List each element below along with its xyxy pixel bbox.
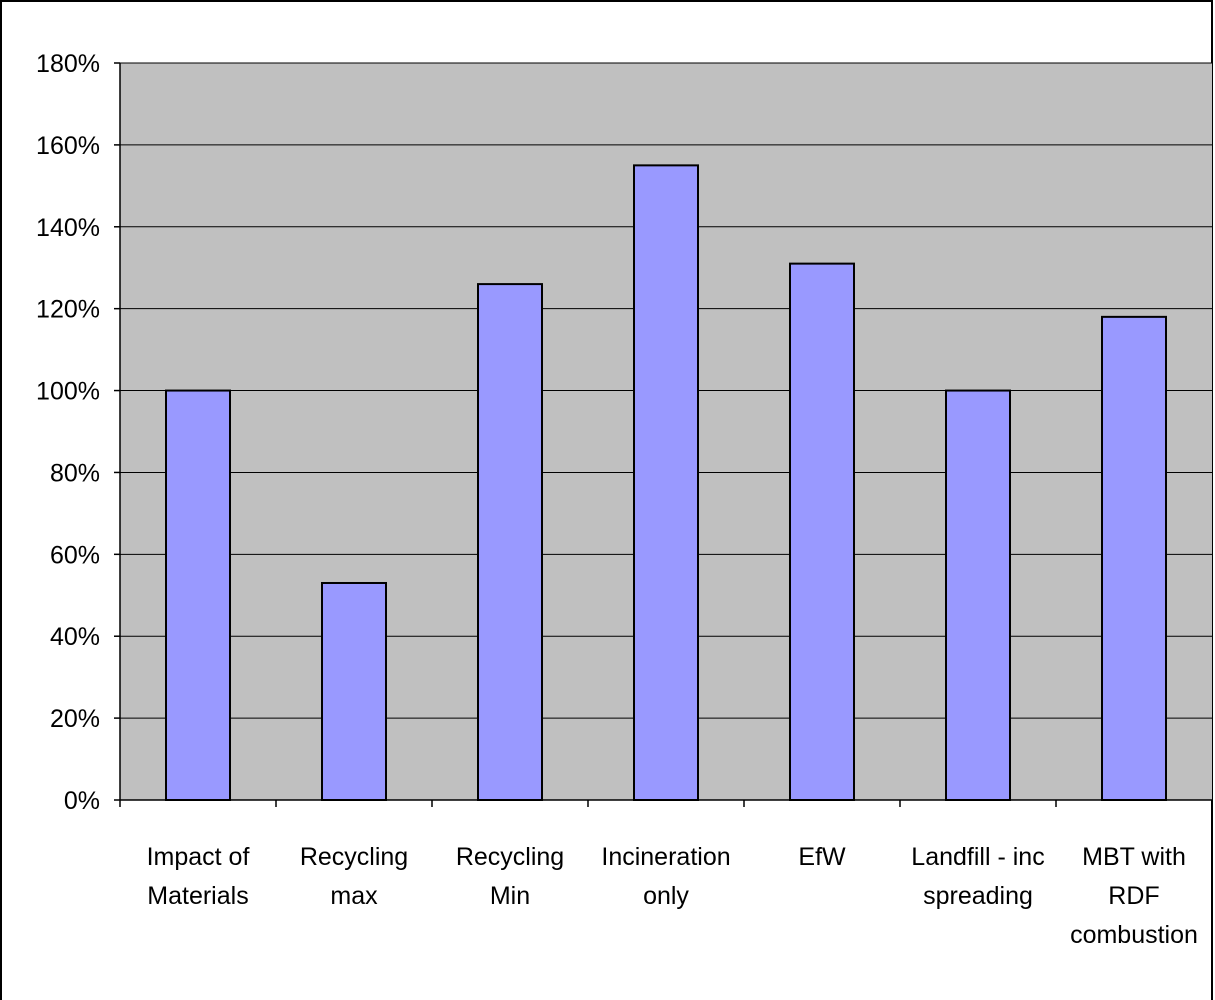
x-category-label: Landfill - inc spreading — [911, 843, 1044, 910]
bar — [165, 389, 231, 801]
x-category-label: Impact of Materials — [147, 843, 250, 910]
x-category-label: MBT with RDF combustion — [1070, 843, 1198, 949]
bars — [165, 164, 1167, 802]
y-tick-label: 0% — [64, 787, 100, 815]
y-tick-label: 100% — [36, 378, 100, 406]
bar — [789, 262, 855, 801]
bar — [633, 164, 699, 802]
x-category-label: Incineration only — [601, 843, 730, 910]
y-tick-label: 120% — [36, 296, 100, 324]
y-tick-label: 160% — [36, 132, 100, 160]
y-tick-label: 40% — [50, 623, 100, 651]
y-tick-label: 60% — [50, 541, 100, 569]
y-tick-label: 20% — [50, 705, 100, 733]
bar — [477, 283, 543, 802]
x-category-label: EfW — [798, 843, 846, 871]
x-category-label: Recycling Min — [456, 843, 564, 910]
y-tick-label: 80% — [50, 459, 100, 487]
x-tick-labels: Impact of Materials Recycling max Recycling M… — [147, 843, 1198, 949]
y-tick-labels: 0% 20% 40% 60% 80% 100% 120% 140% 160% 180% — [36, 50, 100, 815]
x-category-label: Recycling max — [300, 843, 408, 910]
x-axis — [119, 799, 1213, 807]
bar — [945, 389, 1011, 801]
bar — [1101, 315, 1167, 801]
y-axis — [114, 62, 121, 801]
bar — [321, 581, 387, 801]
y-tick-label: 180% — [36, 50, 100, 78]
y-tick-label: 140% — [36, 214, 100, 242]
